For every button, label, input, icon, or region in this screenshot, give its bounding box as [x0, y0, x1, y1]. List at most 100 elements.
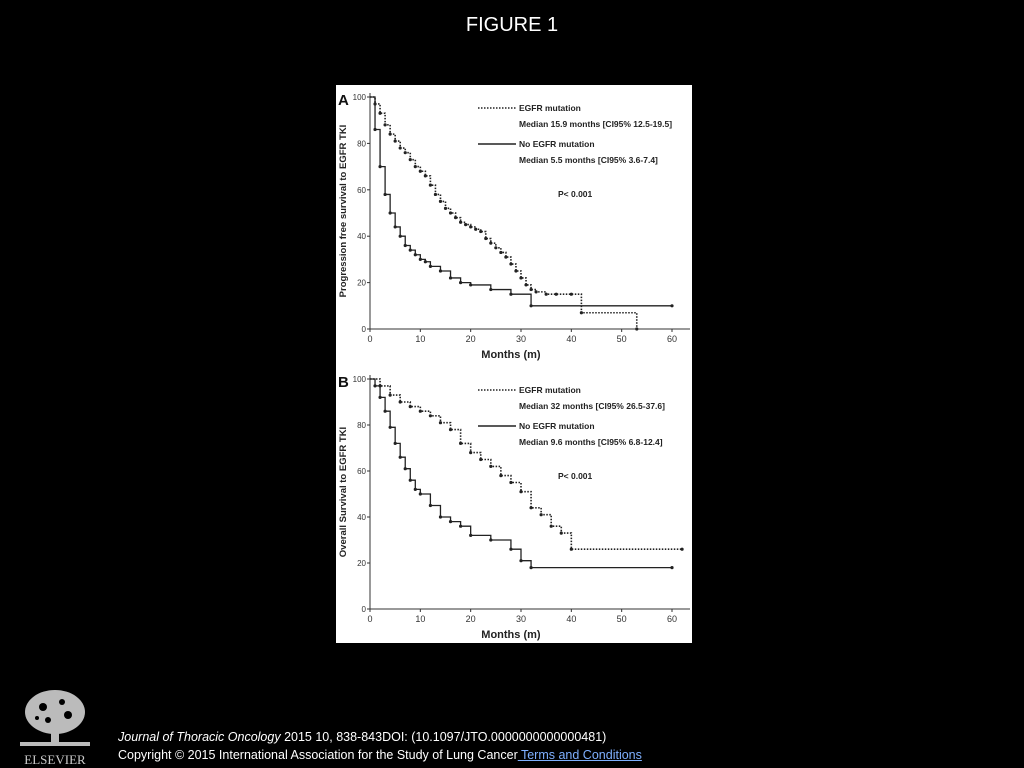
legend-entry: EGFR mutation: [519, 103, 581, 113]
censor-mark: [393, 441, 397, 445]
median-annotation: Median 32 months [CI95% 26.5-37.6]: [519, 401, 665, 411]
censor-mark: [398, 234, 402, 238]
censor-mark: [388, 211, 392, 215]
censor-mark: [489, 241, 493, 245]
x-tick-label: 10: [415, 334, 425, 344]
censor-mark: [418, 257, 422, 261]
elsevier-logo: ELSEVIER: [10, 682, 100, 768]
km-figure: A 0 20 40 60 80 100 0 10 20 30 40 50 60 Months (m) Prog…: [336, 85, 692, 643]
censor-mark: [438, 269, 443, 273]
legend-entry: No EGFR mutation: [519, 139, 595, 149]
censor-mark: [529, 566, 533, 570]
censor-mark: [413, 253, 417, 257]
censor-mark: [408, 158, 412, 162]
censor-mark: [554, 292, 558, 296]
x-tick-label: 40: [566, 334, 576, 344]
median-annotation: Median 5.5 months [CI95% 3.6-7.4]: [519, 155, 658, 165]
censor-mark: [549, 524, 553, 528]
y-tick-label: 80: [357, 139, 366, 148]
censor-mark: [459, 281, 463, 285]
panel-label: A: [338, 92, 349, 109]
censor-mark: [453, 216, 458, 220]
censor-mark: [484, 236, 488, 241]
censor-mark: [433, 192, 438, 197]
censor-mark: [383, 123, 387, 127]
censor-mark: [529, 287, 533, 292]
censor-mark: [544, 292, 548, 296]
censor-mark: [408, 405, 412, 409]
censor-mark: [438, 199, 443, 203]
censor-mark: [423, 260, 427, 264]
censor-mark: [489, 464, 493, 468]
censor-mark: [499, 474, 503, 478]
y-axis-label: Overall Survival to EGFR TKI: [338, 427, 349, 557]
censor-mark: [459, 524, 463, 528]
y-tick-label: 0: [362, 325, 367, 334]
censor-mark: [509, 262, 513, 266]
elsevier-logo-text: ELSEVIER: [24, 752, 86, 767]
censor-mark: [428, 414, 432, 418]
censor-mark: [448, 520, 453, 524]
censor-mark: [408, 248, 412, 252]
censor-mark: [418, 409, 422, 413]
y-tick-label: 100: [353, 93, 367, 102]
censor-mark: [448, 276, 453, 280]
censor-mark: [529, 506, 533, 510]
censor-mark: [479, 457, 483, 462]
censor-mark: [670, 304, 674, 308]
y-tick-label: 100: [353, 375, 367, 384]
censor-mark: [438, 515, 443, 519]
legend-entry: EGFR mutation: [519, 385, 581, 395]
censor-mark: [559, 531, 563, 535]
y-axis-label: Progression free survival to EGFR TKI: [338, 125, 349, 298]
censor-mark: [403, 151, 407, 155]
x-tick-label: 20: [466, 334, 476, 344]
km-curve-no-egfr-mutation: [370, 96, 672, 307]
censor-mark: [509, 480, 513, 485]
censor-mark: [378, 165, 382, 169]
censor-mark: [393, 225, 397, 229]
censor-mark: [459, 220, 463, 224]
terms-link[interactable]: Terms and Conditions: [517, 748, 642, 762]
censor-mark: [569, 547, 573, 551]
censor-mark: [388, 425, 392, 429]
km-curve-no-egfr-mutation: [370, 378, 672, 569]
median-annotation: Median 9.6 months [CI95% 6.8-12.4]: [519, 437, 663, 447]
x-tick-label: 40: [566, 614, 576, 624]
censor-mark: [519, 559, 523, 563]
censor-mark: [378, 111, 382, 115]
x-tick-label: 60: [667, 614, 677, 624]
censor-mark: [499, 250, 503, 255]
censor-mark: [378, 395, 382, 399]
censor-mark: [413, 487, 417, 491]
censor-mark: [469, 225, 473, 229]
censor-mark: [408, 478, 412, 482]
x-tick-label: 20: [466, 614, 476, 624]
x-tick-label: 30: [516, 334, 526, 344]
censor-mark: [509, 547, 513, 551]
y-tick-label: 20: [357, 559, 366, 568]
x-tick-label: 60: [667, 334, 677, 344]
censor-mark: [383, 409, 387, 413]
x-tick-label: 50: [617, 614, 627, 624]
km-curve-egfr-mutation: [370, 96, 638, 329]
censor-mark: [489, 538, 493, 542]
censor-mark: [398, 400, 402, 404]
panel-label: B: [338, 374, 349, 391]
citation-details: 2015 10, 838-843DOI: (10.1097/JTO.000000…: [280, 730, 607, 744]
censor-mark: [373, 384, 377, 388]
citation: Journal of Thoracic Oncology 2015 10, 83…: [118, 728, 642, 746]
p-value: P< 0.001: [558, 471, 593, 481]
y-tick-label: 40: [357, 232, 366, 241]
censor-mark: [459, 441, 463, 445]
censor-mark: [388, 132, 392, 136]
journal-name: Journal of Thoracic Oncology: [118, 730, 281, 744]
censor-mark: [529, 304, 533, 308]
km-panel-b: B 0 20 40 60 80 100 0 10 20 30 40 50 60 Months (m) Over…: [338, 374, 690, 641]
y-tick-label: 80: [357, 421, 366, 430]
censor-mark: [539, 513, 543, 517]
censor-mark: [413, 165, 417, 169]
slide-footer: Journal of Thoracic Oncology 2015 10, 83…: [118, 728, 642, 764]
censor-mark: [388, 393, 392, 397]
